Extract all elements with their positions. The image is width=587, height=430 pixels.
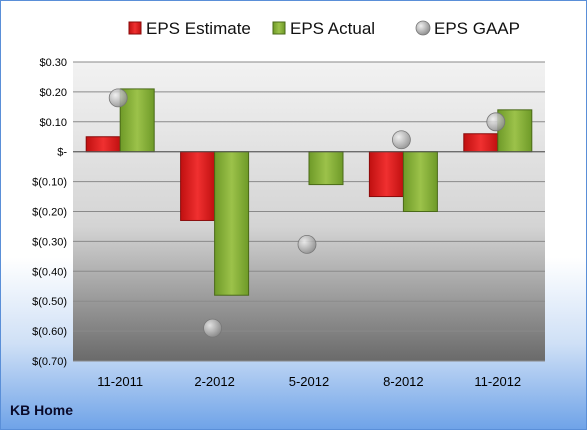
company-name: KB Home — [10, 402, 74, 418]
eps-estimate-bar — [463, 133, 499, 153]
x-category-label: 11-2011 — [97, 374, 143, 389]
y-tick-label: $- — [57, 147, 67, 159]
y-tick-label: $(0.40) — [32, 266, 67, 278]
eps-gaap-marker — [391, 130, 411, 150]
legend-gaap-swatch — [415, 20, 431, 36]
eps-gaap-marker — [297, 234, 317, 254]
eps-estimate-bar — [85, 136, 121, 153]
eps-estimate-bar — [368, 151, 404, 198]
legend-label: EPS Actual — [290, 19, 375, 38]
x-category-label: 11-2012 — [474, 374, 521, 389]
y-tick-label: $(0.30) — [32, 236, 67, 248]
eps-gaap-marker — [108, 88, 128, 108]
eps-actual-bar — [402, 151, 438, 212]
y-tick-label: $(0.60) — [32, 326, 67, 338]
y-tick-label: $(0.10) — [32, 177, 67, 189]
eps-gaap-marker — [203, 318, 223, 338]
y-tick-label: $(0.70) — [32, 356, 67, 368]
eps-gaap-marker — [486, 112, 506, 132]
eps-actual-bar — [308, 151, 344, 186]
x-category-label: 2-2012 — [194, 374, 234, 389]
x-category-label: 8-2012 — [383, 374, 423, 389]
y-tick-label: $0.30 — [39, 57, 67, 69]
eps-estimate-bar — [180, 151, 216, 221]
legend-label: EPS GAAP — [434, 19, 520, 38]
legend-estimate-swatch — [128, 21, 142, 35]
eps-actual-bar — [214, 151, 250, 296]
y-tick-label: $0.10 — [39, 117, 67, 129]
legend-label: EPS Estimate — [146, 19, 251, 38]
x-category-label: 5-2012 — [289, 374, 329, 389]
y-tick-label: $0.20 — [39, 87, 67, 99]
y-tick-label: $(0.50) — [32, 296, 67, 308]
y-tick-label: $(0.20) — [32, 207, 67, 219]
legend-actual-swatch — [272, 21, 286, 35]
